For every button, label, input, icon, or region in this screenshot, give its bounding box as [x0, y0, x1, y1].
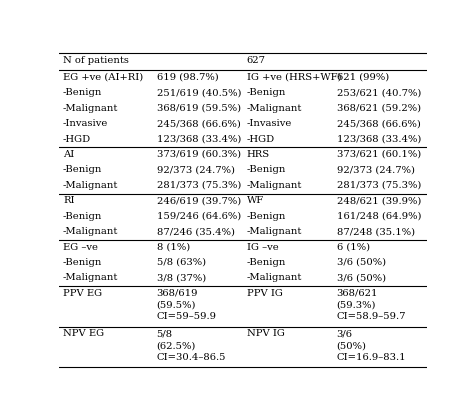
Text: 87/248 (35.1%): 87/248 (35.1%)	[337, 227, 415, 236]
Text: NPV EG: NPV EG	[63, 329, 104, 338]
Text: 6 (1%): 6 (1%)	[337, 243, 370, 252]
Text: -Benign: -Benign	[63, 212, 102, 220]
Text: 368/619 (59.5%): 368/619 (59.5%)	[156, 104, 241, 113]
Text: 3/6 (50%): 3/6 (50%)	[337, 273, 386, 282]
Text: 373/621 (60.1%): 373/621 (60.1%)	[337, 150, 421, 159]
Text: -HGD: -HGD	[246, 134, 275, 144]
Text: 368/621 (59.2%): 368/621 (59.2%)	[337, 104, 421, 113]
Text: 619 (98.7%): 619 (98.7%)	[156, 73, 219, 82]
Text: 123/368 (33.4%): 123/368 (33.4%)	[337, 134, 421, 144]
Text: 87/246 (35.4%): 87/246 (35.4%)	[156, 227, 235, 236]
Text: 5/8
(62.5%)
CI=30.4–86.5: 5/8 (62.5%) CI=30.4–86.5	[156, 329, 226, 362]
Text: -Malignant: -Malignant	[246, 273, 302, 282]
Text: 159/246 (64.6%): 159/246 (64.6%)	[156, 212, 241, 220]
Text: -Benign: -Benign	[246, 88, 286, 97]
Text: -Malignant: -Malignant	[63, 273, 118, 282]
Text: 627: 627	[246, 56, 265, 65]
Text: 621 (99%): 621 (99%)	[337, 73, 389, 82]
Text: 245/368 (66.6%): 245/368 (66.6%)	[337, 119, 420, 128]
Text: WF: WF	[246, 196, 264, 205]
Text: RI: RI	[63, 196, 74, 205]
Text: 281/373 (75.3%): 281/373 (75.3%)	[337, 181, 421, 190]
Text: 373/619 (60.3%): 373/619 (60.3%)	[156, 150, 241, 159]
Text: -Invasive: -Invasive	[246, 119, 292, 128]
Text: 92/373 (24.7%): 92/373 (24.7%)	[337, 166, 415, 174]
Text: 248/621 (39.9%): 248/621 (39.9%)	[337, 196, 421, 205]
Text: PPV IG: PPV IG	[246, 289, 283, 298]
Text: 368/621
(59.3%)
CI=58.9–59.7: 368/621 (59.3%) CI=58.9–59.7	[337, 289, 406, 322]
Text: AI: AI	[63, 150, 74, 159]
Text: EG +ve (AI+RI): EG +ve (AI+RI)	[63, 73, 143, 82]
Text: -Invasive: -Invasive	[63, 119, 108, 128]
Text: 246/619 (39.7%): 246/619 (39.7%)	[156, 196, 241, 205]
Text: -Benign: -Benign	[63, 258, 102, 267]
Text: -Malignant: -Malignant	[63, 227, 118, 236]
Text: PPV EG: PPV EG	[63, 289, 102, 298]
Text: 123/368 (33.4%): 123/368 (33.4%)	[156, 134, 241, 144]
Text: 3/6 (50%): 3/6 (50%)	[337, 258, 386, 267]
Text: 3/6
(50%)
CI=16.9–83.1: 3/6 (50%) CI=16.9–83.1	[337, 329, 406, 362]
Text: IG –ve: IG –ve	[246, 243, 278, 252]
Text: NPV IG: NPV IG	[246, 329, 284, 338]
Text: EG –ve: EG –ve	[63, 243, 98, 252]
Text: 253/621 (40.7%): 253/621 (40.7%)	[337, 88, 421, 97]
Text: 3/8 (37%): 3/8 (37%)	[156, 273, 206, 282]
Text: IG +ve (HRS+WF): IG +ve (HRS+WF)	[246, 73, 341, 82]
Text: -Benign: -Benign	[63, 166, 102, 174]
Text: N of patients: N of patients	[63, 56, 129, 65]
Text: -Malignant: -Malignant	[246, 227, 302, 236]
Text: -Benign: -Benign	[246, 166, 286, 174]
Text: 92/373 (24.7%): 92/373 (24.7%)	[156, 166, 235, 174]
Text: HRS: HRS	[246, 150, 270, 159]
Text: 161/248 (64.9%): 161/248 (64.9%)	[337, 212, 421, 220]
Text: -Benign: -Benign	[63, 88, 102, 97]
Text: 245/368 (66.6%): 245/368 (66.6%)	[156, 119, 240, 128]
Text: -Benign: -Benign	[246, 212, 286, 220]
Text: -Malignant: -Malignant	[63, 181, 118, 190]
Text: 8 (1%): 8 (1%)	[156, 243, 190, 252]
Text: -Malignant: -Malignant	[63, 104, 118, 113]
Text: 281/373 (75.3%): 281/373 (75.3%)	[156, 181, 241, 190]
Text: -Malignant: -Malignant	[246, 181, 302, 190]
Text: -Malignant: -Malignant	[246, 104, 302, 113]
Text: 368/619
(59.5%)
CI=59–59.9: 368/619 (59.5%) CI=59–59.9	[156, 289, 217, 322]
Text: -HGD: -HGD	[63, 134, 91, 144]
Text: 5/8 (63%): 5/8 (63%)	[156, 258, 206, 267]
Text: -Benign: -Benign	[246, 258, 286, 267]
Text: 251/619 (40.5%): 251/619 (40.5%)	[156, 88, 241, 97]
